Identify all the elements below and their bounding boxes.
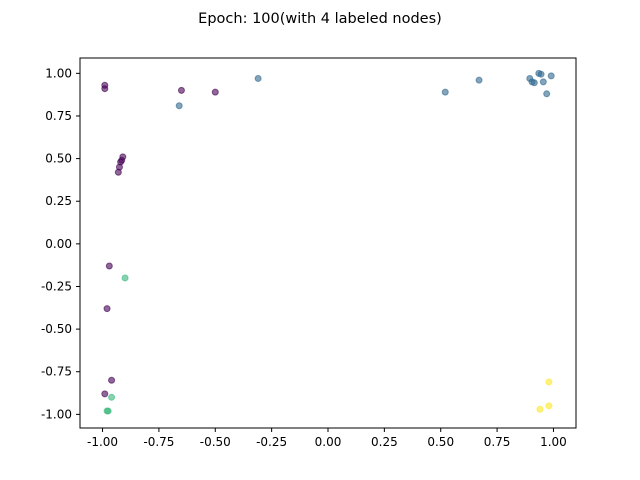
data-point (101, 85, 109, 93)
data-point (475, 76, 483, 84)
x-tick-label: -1.00 (87, 435, 118, 449)
x-tick-label: 1.00 (540, 435, 567, 449)
x-tick-label: 0.75 (484, 435, 511, 449)
data-point (543, 90, 551, 98)
data-point (539, 78, 547, 86)
data-point (177, 86, 185, 94)
data-point (441, 88, 449, 96)
data-point (103, 407, 111, 415)
y-tick-label: 0.00 (45, 237, 72, 251)
data-point (545, 402, 553, 410)
data-point (121, 274, 129, 282)
y-tick-label: -1.00 (41, 407, 72, 421)
data-point (108, 376, 116, 384)
data-point (254, 74, 262, 82)
plot-frame (79, 57, 577, 429)
data-point (175, 102, 183, 110)
y-tick-label: 0.50 (45, 152, 72, 166)
x-tick-label: 0.00 (315, 435, 342, 449)
y-tick-label: -0.25 (41, 279, 72, 293)
chart-title: Epoch: 100(with 4 labeled nodes) (198, 11, 442, 27)
data-point (211, 88, 219, 96)
points-layer (101, 69, 555, 415)
data-point (105, 262, 113, 270)
data-point (530, 79, 538, 87)
y-tick-label: 1.00 (45, 66, 72, 80)
data-point (537, 70, 545, 78)
y-tick-label: 0.75 (45, 109, 72, 123)
data-point (547, 72, 555, 80)
x-tick-label: -0.25 (256, 435, 287, 449)
x-tick-label: -0.50 (200, 435, 231, 449)
y-tick-label: -0.50 (41, 322, 72, 336)
x-tick-label: 0.50 (427, 435, 454, 449)
y-tick-label: -0.75 (41, 365, 72, 379)
ticks-layer: -1.00 -0.75 -0.50 -0.25 0.00 0.25 0.50 0.75 1.00… (41, 66, 567, 449)
data-point (114, 168, 122, 176)
data-point (536, 405, 544, 413)
data-point (103, 305, 111, 313)
x-tick-label: 0.25 (371, 435, 398, 449)
data-point (101, 390, 109, 398)
x-tick-label: -0.75 (143, 435, 174, 449)
data-point (545, 378, 553, 386)
data-point (108, 393, 116, 401)
y-tick-label: 0.25 (45, 194, 72, 208)
